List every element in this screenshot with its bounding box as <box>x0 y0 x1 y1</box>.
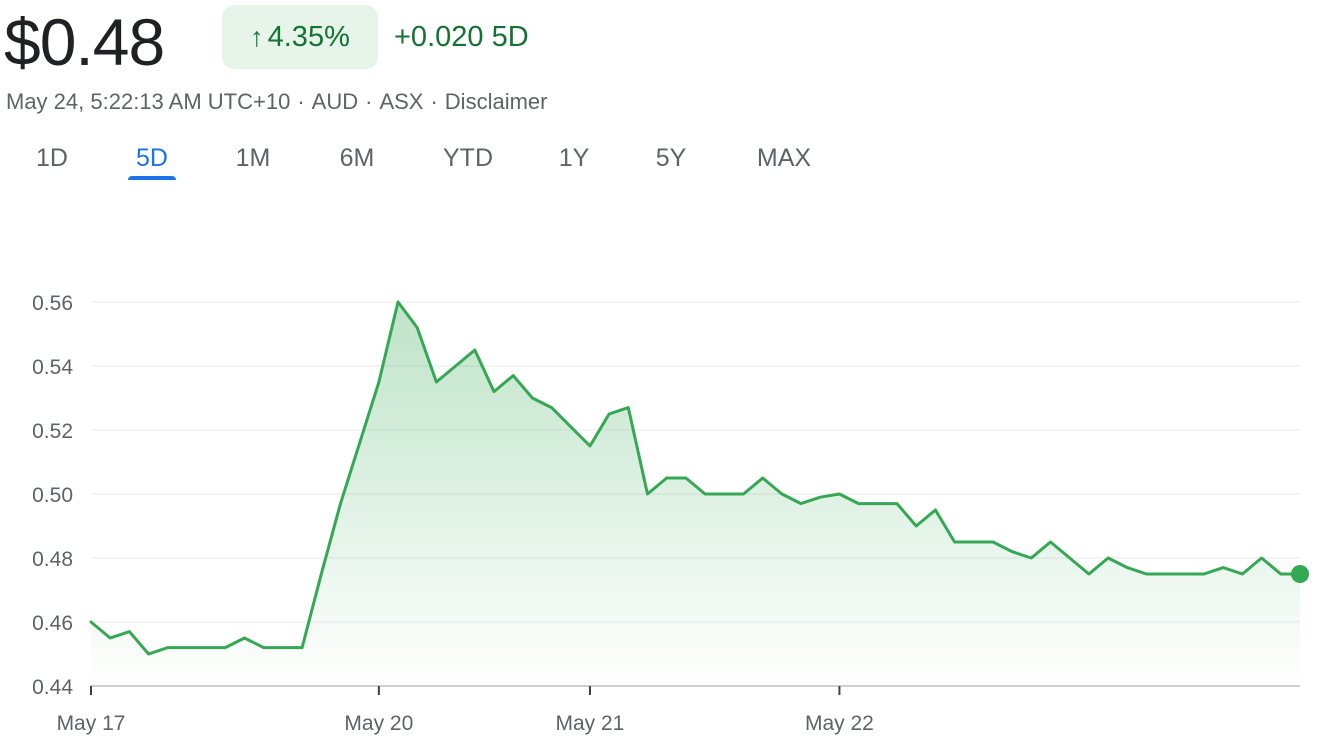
tab-max[interactable]: MAX <box>756 144 812 172</box>
y-tick-label: 0.46 <box>32 612 73 635</box>
tab-6m[interactable]: 6M <box>339 144 375 172</box>
last-price-marker <box>1291 565 1309 583</box>
tab-5y[interactable]: 5Y <box>655 144 687 172</box>
tab-5d[interactable]: 5D <box>136 144 168 172</box>
y-tick-label: 0.44 <box>32 676 73 699</box>
y-tick-label: 0.48 <box>32 548 73 571</box>
price-line <box>89 300 1302 656</box>
active-tab-indicator <box>128 176 176 180</box>
tab-1y[interactable]: 1Y <box>558 144 590 172</box>
y-tick-label: 0.50 <box>32 484 73 507</box>
quote-meta: May 24, 5:22:13 AM UTC+10 · AUD · ASX · Discla… <box>6 88 547 116</box>
y-tick-label: 0.52 <box>32 420 73 443</box>
quote-timestamp: May 24, 5:22:13 AM UTC+10 <box>6 89 291 114</box>
x-tick-label: May 20 <box>344 712 413 735</box>
tab-1d[interactable]: 1D <box>36 144 68 172</box>
tab-1m[interactable]: 1M <box>235 144 271 172</box>
x-tick-label: May 17 <box>57 712 126 735</box>
y-tick-label: 0.54 <box>32 356 73 379</box>
separator: · <box>365 89 373 114</box>
arrow-up-icon: ↑ <box>250 21 264 52</box>
x-tick-label: May 21 <box>556 712 625 735</box>
range-tabs: 1D 5D 1M 6M YTD 1Y 5Y MAX <box>0 138 900 186</box>
disclaimer-link[interactable]: Disclaimer <box>444 89 548 114</box>
percent-change-badge: ↑ 4.35% <box>222 5 378 69</box>
separator: · <box>297 89 305 114</box>
quote-exchange: ASX <box>379 89 424 114</box>
x-tick-label: May 22 <box>805 712 874 735</box>
percent-change-value: 4.35% <box>267 20 350 53</box>
tab-ytd[interactable]: YTD <box>443 144 493 172</box>
y-tick-label: 0.56 <box>32 292 73 315</box>
quote-currency: AUD <box>311 89 359 114</box>
absolute-change: +0.020 5D <box>394 21 529 53</box>
separator: · <box>430 89 438 114</box>
current-price: $0.48 <box>4 5 165 79</box>
price-area <box>91 302 1300 686</box>
